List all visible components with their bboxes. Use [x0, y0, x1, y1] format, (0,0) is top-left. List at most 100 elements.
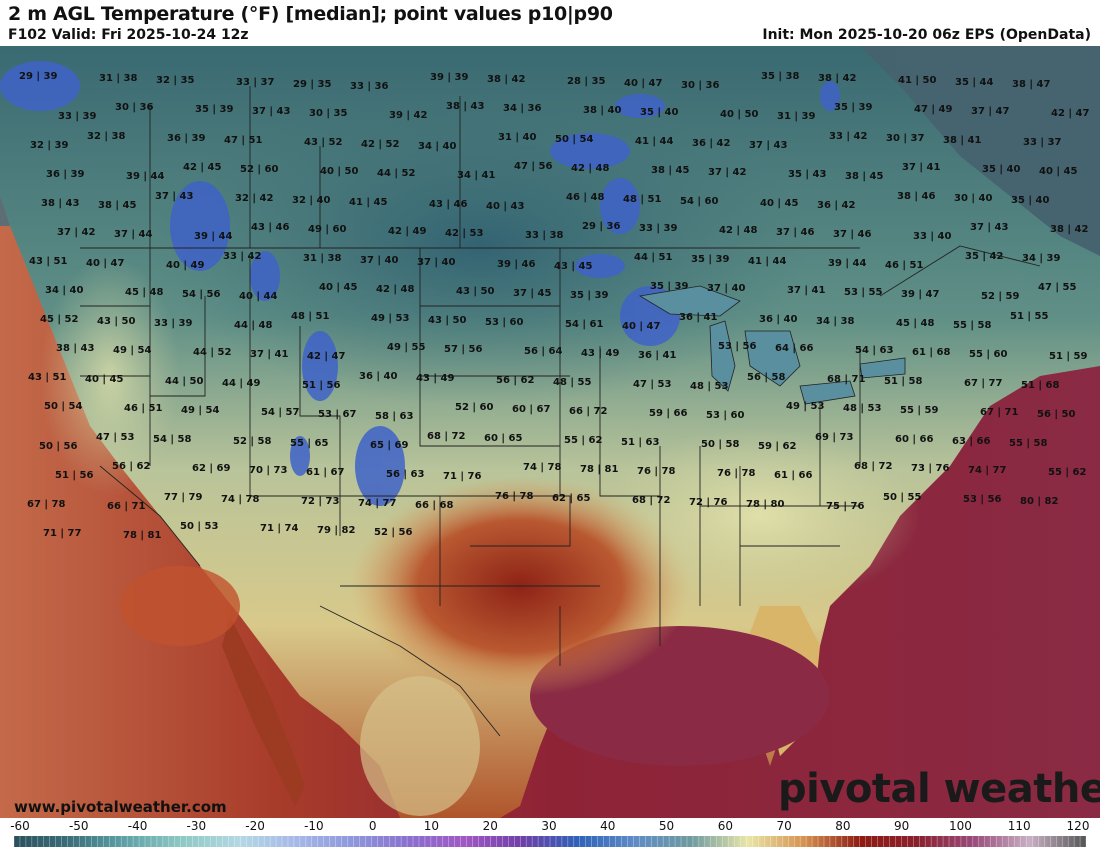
point-value: 76 | 78 — [637, 466, 675, 477]
point-value: 31 | 38 — [303, 253, 341, 264]
point-value: 43 | 45 — [554, 261, 592, 272]
point-value: 40 | 45 — [319, 282, 357, 293]
color-scale-tick-label: 40 — [600, 819, 616, 833]
point-value: 44 | 48 — [234, 320, 272, 331]
point-value: 74 | 78 — [523, 462, 561, 473]
color-scale-tick-label: -60 — [10, 819, 30, 833]
point-value: 38 | 46 — [897, 191, 935, 202]
point-value: 29 | 39 — [19, 71, 57, 82]
point-value: 48 | 51 — [623, 194, 661, 205]
point-value: 37 | 41 — [250, 349, 288, 360]
point-value: 38 | 43 — [446, 101, 484, 112]
point-value: 43 | 49 — [416, 373, 454, 384]
point-value: 53 | 56 — [963, 494, 1001, 505]
point-value: 36 | 41 — [638, 350, 676, 361]
point-value: 61 | 66 — [774, 470, 812, 481]
color-scale-tick-label: 80 — [835, 819, 851, 833]
point-value: 35 | 43 — [788, 169, 826, 180]
point-value: 50 | 54 — [555, 134, 593, 145]
point-value: 30 | 40 — [954, 193, 992, 204]
point-value: 55 | 62 — [1048, 467, 1086, 478]
point-value: 32 | 40 — [292, 195, 330, 206]
point-value: 74 | 77 — [968, 465, 1006, 476]
point-value: 38 | 43 — [56, 343, 94, 354]
point-value: 74 | 77 — [358, 498, 396, 509]
color-scale: -60 -50 -40 -30 -20 -10 0 10 20 30 40 50 60 70 80 90 100… — [0, 818, 1100, 850]
point-value: 48 | 51 — [291, 311, 329, 322]
point-value: 39 | 44 — [194, 231, 232, 242]
point-value: 74 | 78 — [221, 494, 259, 505]
point-value: 49 | 53 — [371, 313, 409, 324]
point-value: 40 | 49 — [166, 260, 204, 271]
point-value: 38 | 45 — [845, 171, 883, 182]
point-value: 56 | 63 — [386, 469, 424, 480]
point-value: 72 | 76 — [689, 497, 727, 508]
point-value: 40 | 45 — [1039, 166, 1077, 177]
point-value: 33 | 42 — [829, 131, 867, 142]
point-value: 78 | 80 — [746, 499, 784, 510]
point-values: 29 | 39 31 | 38 32 | 35 33 | 37 29 | 35 33 | … — [19, 71, 1089, 541]
point-value: 73 | 76 — [911, 463, 949, 474]
point-value: 43 | 49 — [581, 348, 619, 359]
point-value: 75 | 76 — [826, 501, 864, 512]
point-value: 38 | 42 — [1050, 224, 1088, 235]
point-value: 50 | 58 — [701, 439, 739, 450]
color-scale-tick-label: 110 — [1007, 819, 1031, 833]
point-value: 35 | 40 — [982, 164, 1020, 175]
point-value: 36 | 41 — [679, 312, 717, 323]
point-value: 67 | 78 — [27, 499, 65, 510]
political-borders — [80, 86, 1041, 737]
point-value: 42 | 47 — [1051, 108, 1089, 119]
map-title: 2 m AGL Temperature (°F) [median]; point… — [8, 3, 613, 25]
point-value: 31 | 40 — [498, 132, 536, 143]
point-value: 51 | 55 — [1010, 311, 1048, 322]
point-value: 42 | 48 — [376, 284, 414, 295]
baja-field — [222, 616, 305, 806]
temperature-map[interactable]: 29 | 39 31 | 38 32 | 35 33 | 37 29 | 35 33 | … — [0, 46, 1100, 818]
desert-southwest-warm-field — [120, 566, 240, 646]
point-value: 51 | 63 — [621, 437, 659, 448]
point-value: 66 | 68 — [415, 500, 453, 511]
point-value: 56 | 50 — [1037, 409, 1075, 420]
point-value: 35 | 39 — [650, 281, 688, 292]
point-value: 61 | 68 — [912, 347, 950, 358]
point-value: 62 | 69 — [192, 463, 230, 474]
point-value: 38 | 42 — [818, 73, 856, 84]
point-value: 40 | 47 — [86, 258, 124, 269]
point-value: 35 | 38 — [761, 71, 799, 82]
point-value: 51 | 56 — [302, 380, 340, 391]
point-value: 38 | 45 — [98, 200, 136, 211]
point-value: 62 | 65 — [552, 493, 590, 504]
point-value: 68 | 72 — [632, 495, 670, 506]
point-value: 50 | 56 — [39, 441, 77, 452]
point-value: 37 | 46 — [776, 227, 814, 238]
point-value: 31 | 38 — [99, 73, 137, 84]
point-value: 45 | 52 — [40, 314, 78, 325]
point-value: 60 | 66 — [895, 434, 933, 445]
color-scale-tick-label: 70 — [776, 819, 792, 833]
point-value: 31 | 39 — [777, 111, 815, 122]
point-value: 33 | 39 — [58, 111, 96, 122]
point-value: 53 | 60 — [485, 317, 523, 328]
point-value: 33 | 39 — [154, 318, 192, 329]
point-value: 40 | 47 — [622, 321, 660, 332]
point-value: 39 | 42 — [389, 110, 427, 121]
eastern-mild-field — [600, 426, 920, 606]
point-value: 52 | 60 — [455, 402, 493, 413]
point-value: 45 | 48 — [125, 287, 163, 298]
point-value: 68 | 72 — [854, 461, 892, 472]
color-scale-tick-label: 90 — [894, 819, 910, 833]
point-value: 51 | 68 — [1021, 380, 1059, 391]
point-value: 55 | 62 — [564, 435, 602, 446]
point-value: 64 | 66 — [775, 343, 813, 354]
point-value: 35 | 39 — [570, 290, 608, 301]
point-value: 38 | 45 — [651, 165, 689, 176]
point-value: 32 | 35 — [156, 75, 194, 86]
point-value: 33 | 40 — [913, 231, 951, 242]
point-value: 65 | 69 — [370, 440, 408, 451]
point-value: 37 | 44 — [114, 229, 152, 240]
point-value: 54 | 61 — [565, 319, 603, 330]
point-value: 71 | 77 — [43, 528, 81, 539]
point-value: 41 | 50 — [898, 75, 936, 86]
point-value: 52 | 60 — [240, 164, 278, 175]
